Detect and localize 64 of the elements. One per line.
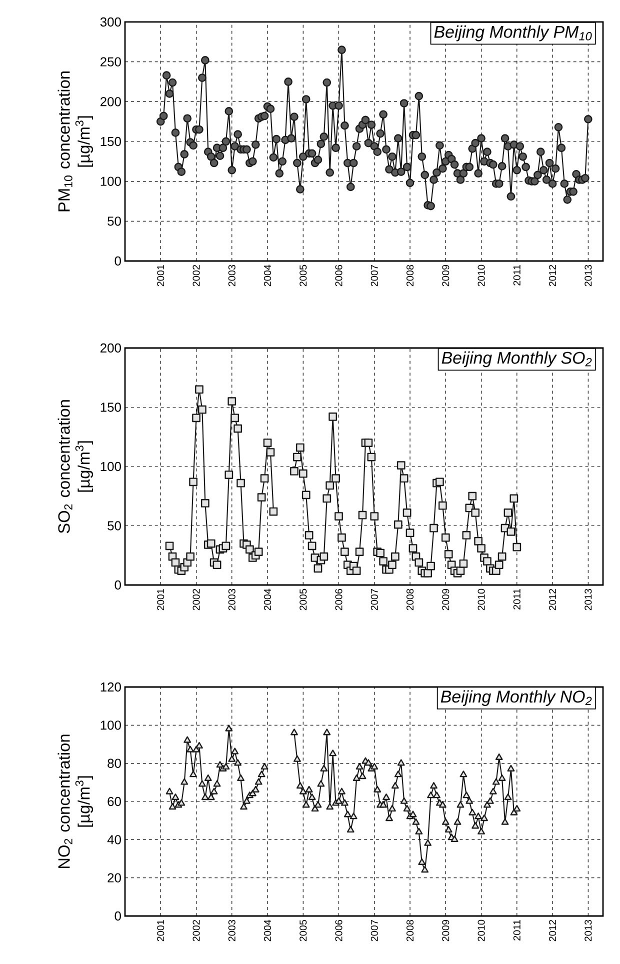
- y-tick-label: 50: [108, 521, 121, 530]
- x-tick-label: 2004: [264, 588, 272, 610]
- y-tick-label: 40: [107, 835, 121, 844]
- y-tick-label: 150: [100, 136, 121, 146]
- x-tick-label: 2011: [513, 588, 520, 610]
- x-tick-label: 2010: [478, 920, 485, 942]
- x-tick-label: 2002: [192, 265, 200, 286]
- x-tick-label: 2004: [264, 264, 272, 286]
- x-tick-label: 2012: [549, 589, 556, 610]
- y-tick-label: 300: [100, 17, 121, 27]
- chart-title: Beijing Monthly PM$_{10}$: [434, 25, 592, 42]
- x-tick-label: 2005: [300, 264, 307, 286]
- y-tick-label: 20: [108, 873, 121, 882]
- x-tick-label: 2001: [157, 920, 164, 942]
- x-tick-label: 2002: [192, 920, 200, 942]
- x-tick-label: 2010: [478, 264, 485, 286]
- x-tick-label: 2012: [549, 265, 556, 286]
- x-tick-label: 2009: [442, 920, 450, 942]
- chart-title: Beijing Monthly NO$_{2}$: [440, 690, 592, 706]
- x-tick-label: 2013: [584, 920, 592, 942]
- x-tick-label: 2007: [370, 265, 378, 286]
- x-tick-label: 2003: [228, 920, 236, 942]
- y-tick-label: 100: [100, 176, 121, 186]
- x-tick-label: 2011: [513, 264, 520, 286]
- x-tick-label: 2007: [370, 589, 378, 610]
- x-tick-label: 2002: [192, 589, 200, 610]
- x-tick-label: 2008: [406, 920, 414, 942]
- y-axis-title: NO$_{2}$ concentration [µg/m$^{3}$]: [58, 734, 94, 868]
- x-tick-label: 2010: [478, 588, 485, 610]
- x-tick-label: 2003: [228, 264, 236, 286]
- y-tick-label: 250: [100, 57, 121, 66]
- x-tick-label: 2008: [406, 264, 414, 286]
- x-tick-label: 2001: [157, 589, 164, 610]
- x-tick-label: 2009: [442, 264, 450, 286]
- x-tick-label: 2013: [584, 264, 592, 286]
- y-tick-label: 80: [108, 758, 121, 768]
- y-tick-label: 0: [114, 256, 121, 266]
- y-axis-title: PM$_{10}$ concentration [µg/m$^{3}$]: [58, 72, 94, 212]
- y-tick-label: 120: [100, 682, 121, 692]
- y-tick-label: 0: [114, 911, 121, 921]
- x-tick-label: 2001: [157, 264, 164, 286]
- x-tick-label: 2004: [264, 920, 272, 942]
- x-tick-label: 2006: [335, 264, 342, 286]
- x-tick-label: 2006: [335, 588, 342, 610]
- y-tick-label: 200: [100, 343, 121, 353]
- x-tick-label: 2008: [406, 588, 414, 610]
- y-tick-label: 150: [100, 402, 121, 412]
- y-tick-label: 100: [100, 462, 121, 472]
- y-tick-label: 100: [100, 720, 121, 730]
- x-tick-label: 2009: [442, 588, 450, 610]
- x-tick-label: 2012: [549, 920, 556, 942]
- y-axis-title: SO$_{2}$ concentration [µg/m$^{3}$]: [58, 400, 94, 534]
- y-tick-label: 60: [108, 796, 121, 806]
- x-tick-label: 2013: [584, 588, 592, 610]
- x-tick-label: 2005: [300, 588, 307, 610]
- chart-title: Beijing Monthly SO$_{2}$: [442, 351, 592, 368]
- y-tick-label: 0: [114, 580, 121, 590]
- y-tick-label: 200: [100, 97, 121, 106]
- x-tick-label: 2007: [370, 920, 378, 942]
- x-tick-label: 2011: [513, 920, 520, 940]
- x-tick-label: 2006: [335, 920, 342, 942]
- y-tick-label: 50: [108, 216, 121, 226]
- x-tick-label: 2005: [300, 920, 307, 942]
- x-tick-label: 2003: [228, 588, 236, 610]
